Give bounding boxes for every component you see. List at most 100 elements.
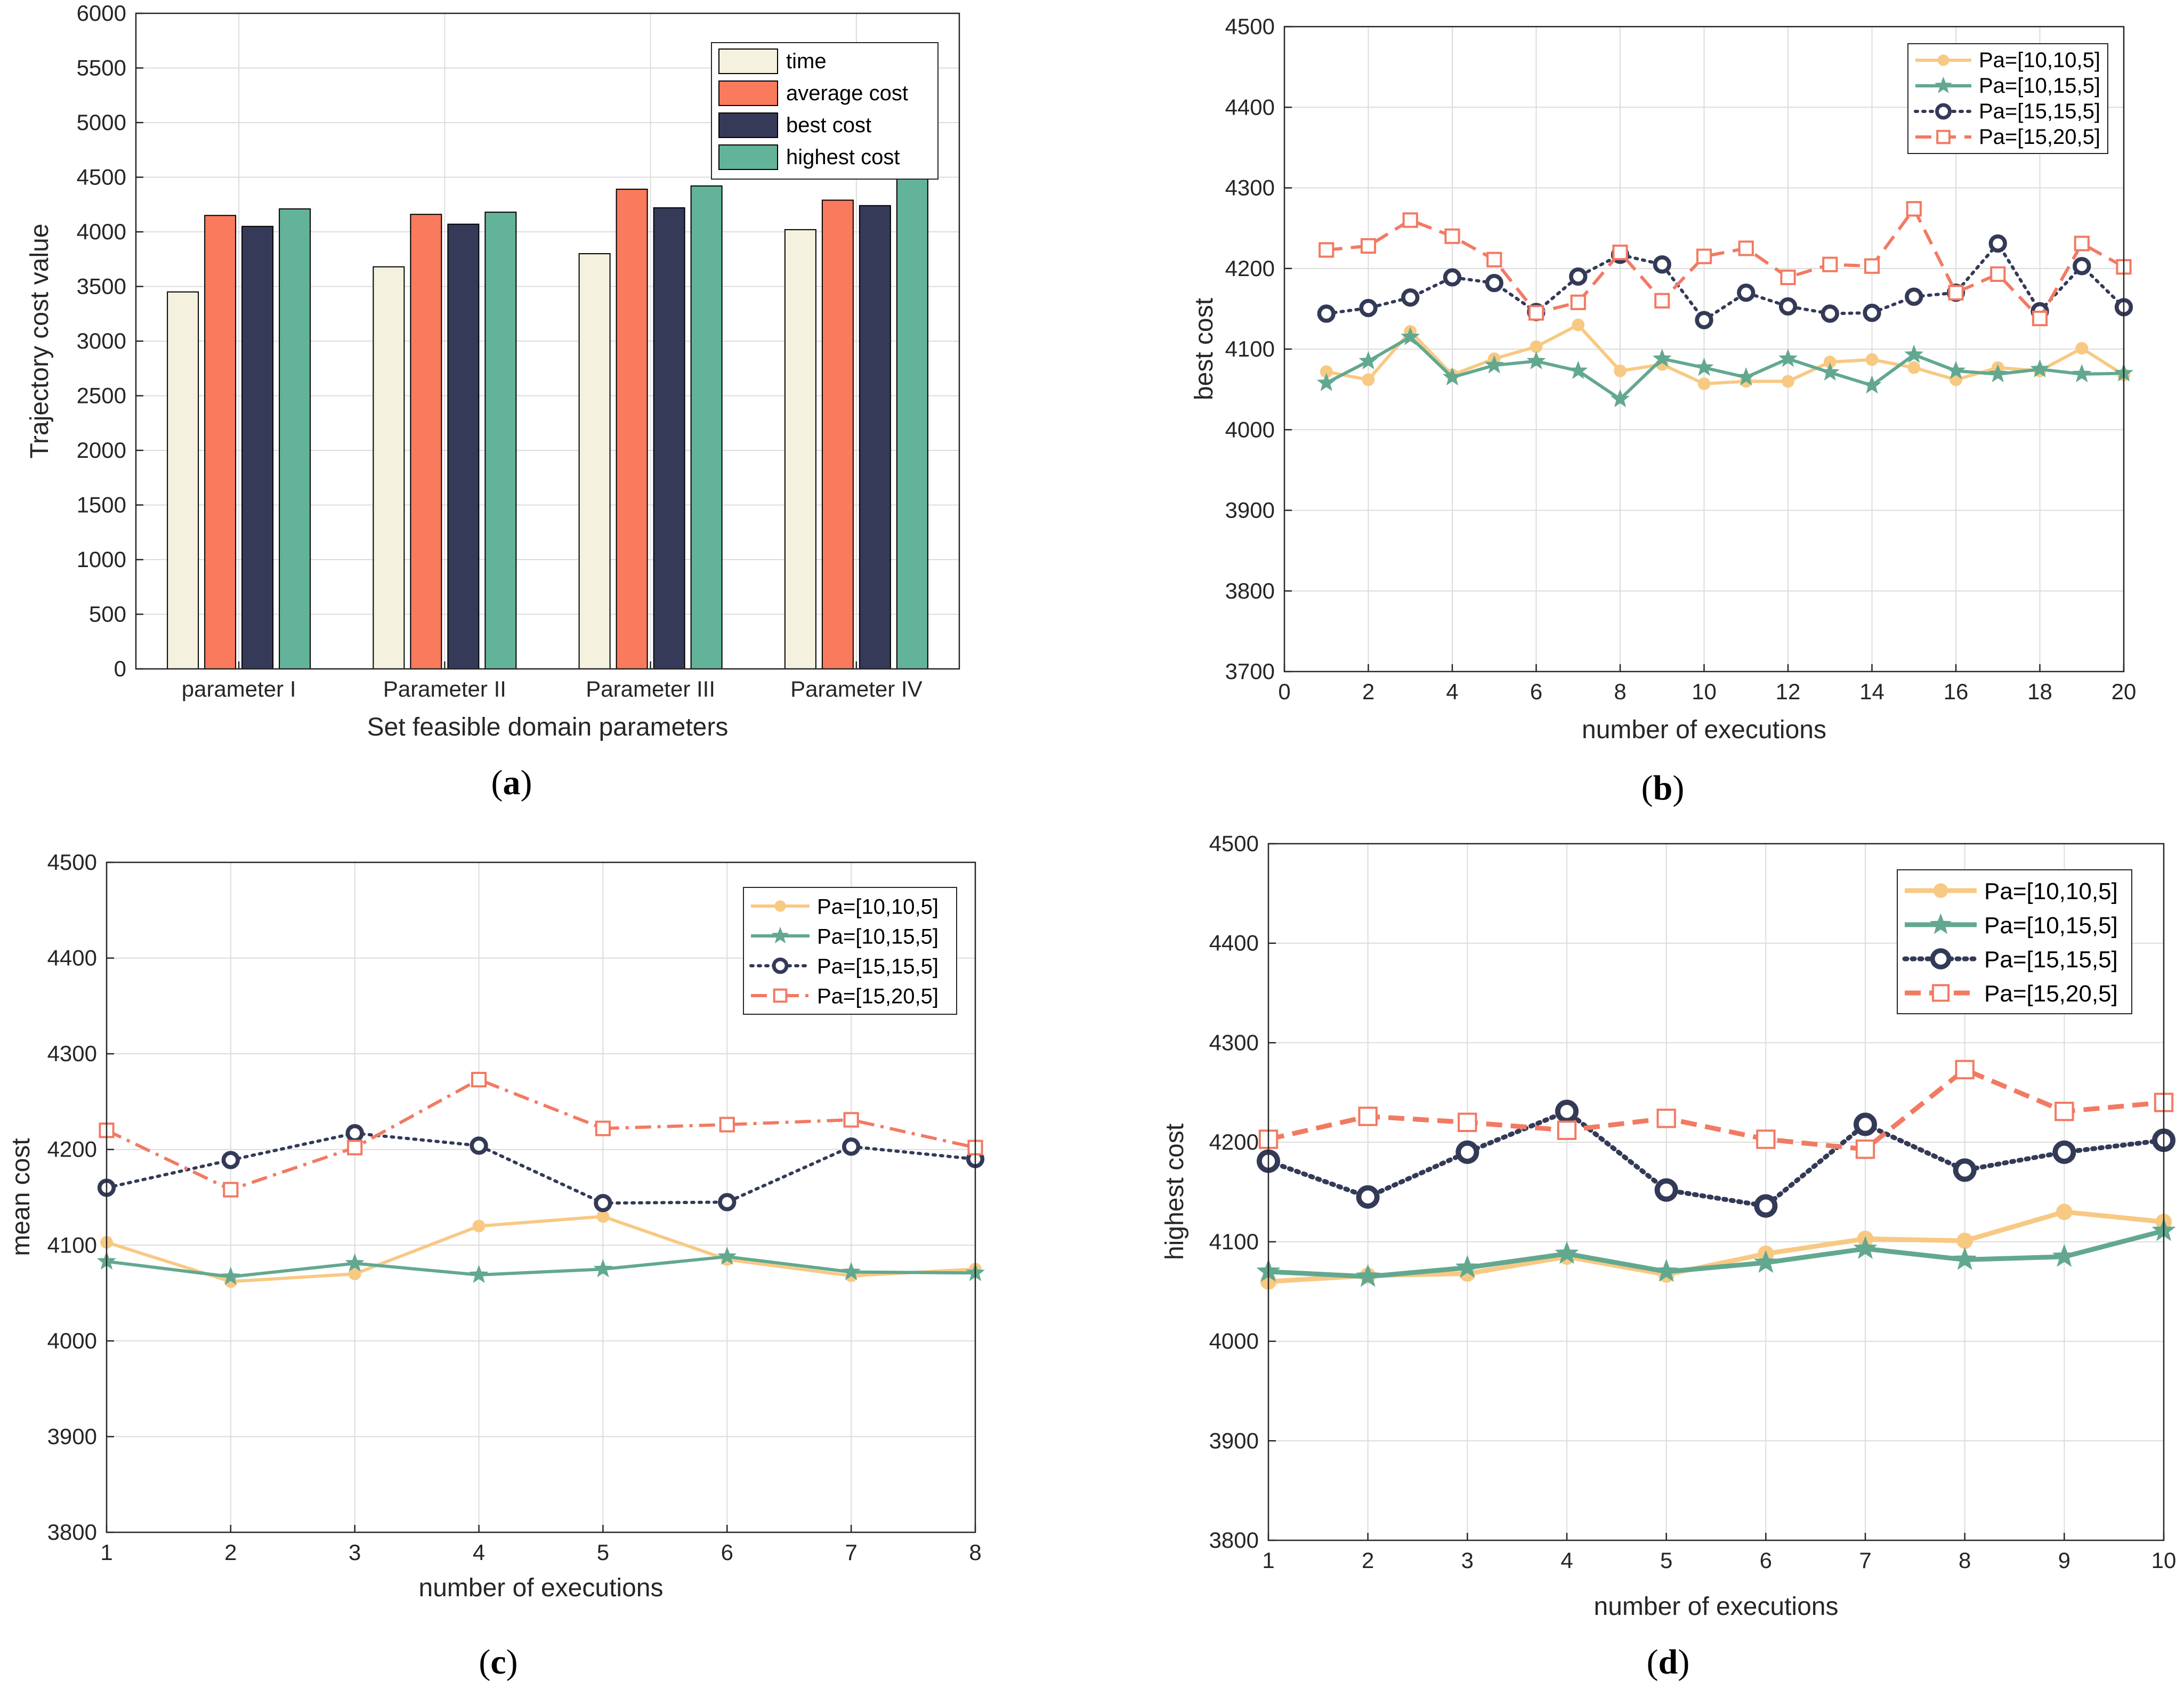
y-tick-label: 6000 [77,1,126,26]
x-tick-label: 8 [969,1540,981,1565]
marker-square [595,1120,611,1136]
marker-star [1953,1247,1977,1270]
marker-ring [1778,297,1798,316]
bar-highest-cost [484,212,517,670]
bar-time [167,291,199,669]
marker-ring [718,1193,737,1211]
marker-star [1316,373,1336,391]
panel-label-d: (d) [1647,1643,1690,1682]
y-tick-label: 0 [114,656,126,681]
x-tick-label: 5 [1660,1548,1672,1573]
bar-time [373,266,405,670]
marker-star [717,1246,737,1265]
x-tick-label: 6 [1530,679,1542,704]
marker-dot [774,900,786,912]
x-tick-label: 5 [597,1540,609,1565]
marker-star [1862,375,1882,394]
series-line-series-10-10-5 [1326,323,2125,385]
marker-ring [1555,1100,1579,1124]
marker-star [221,1266,240,1285]
series-line-series-15-15-5 [1324,241,2125,322]
marker-dot [2075,342,2089,355]
y-tick-label: 4200 [47,1137,97,1162]
marker-square [1486,252,1502,268]
marker-dot [2056,1203,2073,1221]
marker-square [773,988,788,1003]
marker-ring [1754,1194,1778,1218]
marker-dot [1937,54,1950,66]
legend-label: Pa=[10,10,5] [817,895,939,918]
marker-star [1526,351,1546,370]
legend-swatch [718,49,778,74]
bar-average-cost [410,214,442,669]
legend-label: Pa=[10,15,5] [1979,74,2100,98]
marker-ring [1988,234,2007,253]
series-line-series-10-15-5 [1268,1228,2165,1279]
y-axis-label: Trajectory cost value [26,223,54,458]
marker-star [842,1262,861,1280]
series-line-series-15-20-5 [1267,1067,2164,1152]
marker-ring [1356,1185,1380,1209]
bar-time [784,229,816,669]
x-tick-label: parameter I [182,676,296,701]
marker-square [1696,248,1712,264]
bar-average-cost [204,215,237,669]
marker-square [1570,294,1586,310]
y-tick-label: 4400 [1209,931,1259,956]
axes-border [106,861,976,1533]
x-tick-label: 4 [1560,1548,1573,1573]
marker-ring [1654,1178,1678,1202]
legend-swatch [718,80,778,106]
marker-star [2072,363,2092,383]
x-tick-label: 20 [2112,679,2137,704]
marker-square [1990,266,2006,282]
y-tick-label: 4500 [47,850,97,875]
marker-square [223,1182,239,1198]
marker-ring [1401,288,1420,307]
x-tick-label: Parameter IV [790,676,922,701]
marker-square [1654,293,1670,309]
marker-square [1528,305,1544,321]
y-tick-label: 3800 [1225,578,1275,603]
legend-swatch [718,144,778,170]
marker-square [1444,228,1460,244]
marker-ring [772,957,789,974]
marker-dot [1865,353,1879,366]
x-tick-label: 16 [1944,679,1969,704]
marker-star [1904,344,1924,363]
x-tick-label: 2 [1362,1548,1374,1573]
x-tick-label: 7 [845,1540,857,1565]
marker-dot [348,1267,361,1281]
legend-label: Pa=[10,15,5] [817,925,939,948]
marker-star [1455,1255,1479,1278]
marker-star [1988,363,2008,383]
y-axis-label: highest cost [1161,1124,1189,1260]
marker-dot [596,1210,610,1223]
marker-ring [1569,267,1588,286]
bar-highest-cost [690,185,723,669]
legend: time average cost best cost highest cost [711,42,939,180]
y-tick-label: 4200 [1209,1129,1259,1154]
y-tick-label: 3800 [1209,1528,1259,1553]
marker-star [771,926,789,943]
marker-star [469,1265,489,1283]
marker-star [1694,357,1714,376]
y-axis-label: mean cost [7,1138,35,1256]
chart-b: 3700 3800 3900 4000 4100 4200 4300 4400 4500 0 2 4 6… [1190,14,2136,744]
series-line-series-15-20-5 [106,1078,976,1192]
x-tick-label: 9 [2058,1548,2070,1573]
y-tick-label: 2000 [77,438,126,463]
y-tick-label: 4400 [47,946,97,971]
marker-square [347,1140,363,1155]
marker-square [1948,285,1964,301]
marker-ring [1485,273,1503,293]
marker-square [2054,1102,2074,1121]
marker-ring [1359,298,1378,318]
y-tick-label: 1000 [77,547,126,572]
marker-ring [470,1136,488,1155]
marker-star [2052,1244,2076,1267]
marker-dot [472,1219,486,1233]
marker-square [1402,212,1418,228]
marker-square [1319,242,1334,258]
